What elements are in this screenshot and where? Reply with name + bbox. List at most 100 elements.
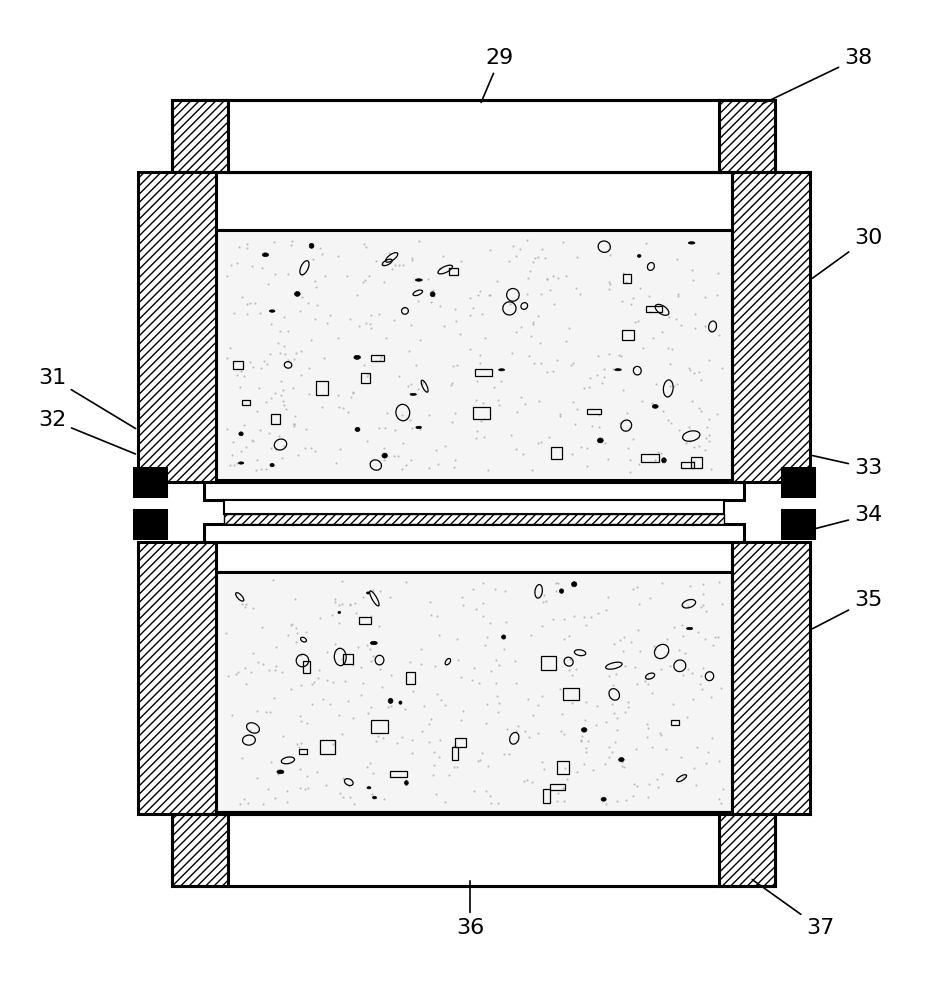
Ellipse shape	[355, 427, 360, 431]
Text: 34: 34	[812, 505, 883, 529]
Ellipse shape	[270, 464, 274, 466]
Bar	[320, 740, 335, 754]
Bar	[216, 542, 732, 572]
Ellipse shape	[638, 254, 641, 257]
Bar	[271, 414, 280, 424]
Bar	[233, 360, 243, 369]
Bar	[362, 372, 370, 383]
Bar	[563, 687, 579, 700]
Ellipse shape	[686, 627, 693, 629]
Ellipse shape	[688, 242, 695, 245]
Bar	[204, 524, 744, 542]
Ellipse shape	[381, 453, 387, 458]
Bar	[138, 172, 216, 482]
Bar	[557, 761, 569, 775]
Bar	[642, 454, 659, 463]
Bar	[406, 672, 415, 684]
Bar	[172, 100, 228, 172]
Ellipse shape	[430, 292, 435, 297]
Bar	[216, 572, 732, 812]
Text: 33: 33	[812, 456, 883, 478]
Text: 36: 36	[456, 881, 484, 938]
Bar	[543, 789, 550, 803]
Bar	[172, 814, 228, 886]
Bar	[550, 448, 562, 459]
Bar	[224, 514, 724, 524]
Bar	[216, 230, 732, 480]
Text: 29: 29	[481, 48, 514, 102]
Bar	[299, 749, 307, 754]
Bar	[371, 355, 384, 360]
Ellipse shape	[239, 432, 243, 436]
Bar	[216, 812, 732, 814]
Bar	[242, 400, 251, 405]
Bar	[452, 747, 458, 760]
Bar	[371, 720, 387, 734]
Bar	[646, 306, 662, 311]
Ellipse shape	[619, 757, 624, 762]
Bar	[623, 274, 631, 283]
Ellipse shape	[366, 592, 369, 594]
Bar	[216, 172, 732, 230]
Text: 31: 31	[38, 368, 136, 428]
Ellipse shape	[598, 438, 604, 443]
Ellipse shape	[582, 728, 586, 733]
Bar	[541, 656, 556, 671]
Bar	[343, 654, 353, 664]
Bar	[732, 542, 810, 814]
Text: 35: 35	[812, 590, 883, 628]
Ellipse shape	[388, 698, 393, 703]
Ellipse shape	[367, 787, 371, 789]
Ellipse shape	[652, 405, 659, 409]
Bar	[622, 330, 635, 340]
Ellipse shape	[338, 612, 341, 614]
Ellipse shape	[404, 781, 408, 786]
Bar	[671, 720, 679, 725]
Ellipse shape	[559, 589, 564, 593]
Ellipse shape	[661, 458, 666, 463]
Bar	[732, 172, 810, 482]
Bar	[782, 510, 814, 538]
Bar	[586, 409, 602, 414]
Text: 32: 32	[38, 410, 136, 454]
Bar	[719, 814, 775, 886]
Bar	[360, 617, 371, 624]
Ellipse shape	[309, 244, 314, 248]
Ellipse shape	[294, 292, 300, 297]
Ellipse shape	[370, 641, 378, 645]
Ellipse shape	[416, 279, 422, 281]
Ellipse shape	[601, 797, 606, 801]
Ellipse shape	[571, 581, 577, 587]
Bar	[680, 463, 694, 468]
Ellipse shape	[416, 426, 421, 428]
Ellipse shape	[615, 368, 622, 371]
Ellipse shape	[262, 253, 269, 256]
Bar	[172, 814, 775, 886]
Ellipse shape	[277, 770, 284, 774]
Bar	[719, 100, 775, 172]
Ellipse shape	[354, 355, 361, 359]
Bar	[782, 468, 814, 496]
Ellipse shape	[270, 309, 275, 312]
Ellipse shape	[498, 368, 505, 371]
Bar	[134, 510, 166, 538]
Ellipse shape	[399, 701, 402, 704]
Bar	[449, 268, 458, 275]
Ellipse shape	[410, 394, 417, 396]
Ellipse shape	[373, 796, 377, 799]
Bar	[172, 100, 775, 172]
Bar	[475, 369, 492, 376]
Text: 38: 38	[762, 48, 872, 104]
Text: 37: 37	[753, 880, 834, 938]
Bar	[304, 661, 310, 673]
Bar	[204, 482, 744, 500]
Text: 30: 30	[812, 228, 883, 278]
Ellipse shape	[238, 462, 244, 464]
Ellipse shape	[501, 635, 506, 639]
Bar	[228, 100, 719, 172]
Bar	[316, 381, 328, 395]
Bar	[550, 785, 565, 790]
Bar	[138, 542, 216, 814]
Bar	[691, 457, 701, 468]
Bar	[224, 500, 724, 514]
